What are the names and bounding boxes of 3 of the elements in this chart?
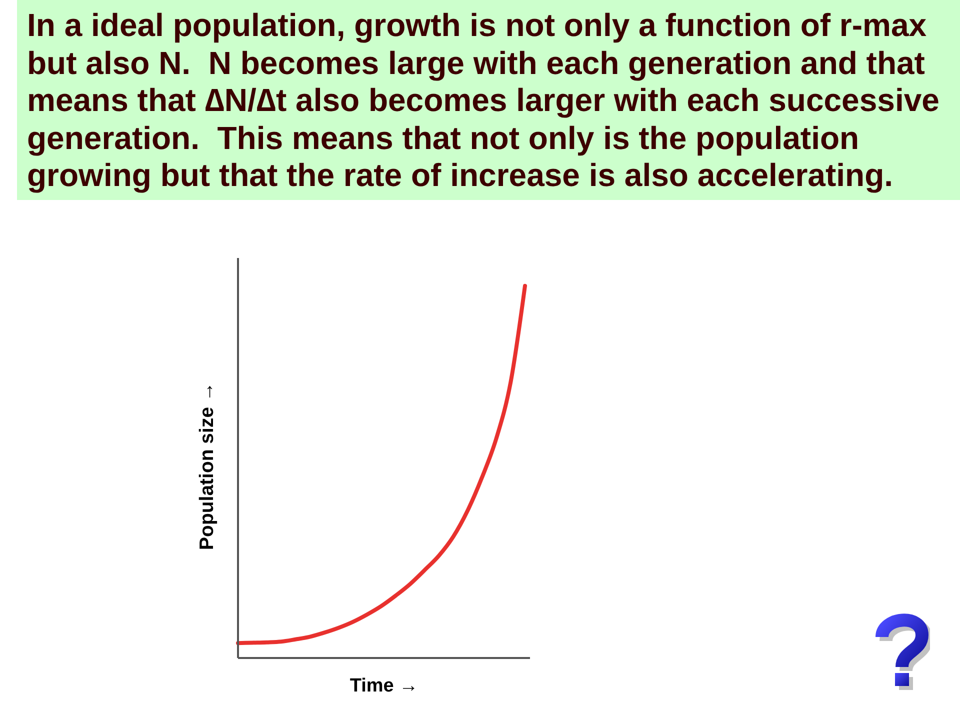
chart-title: In a ideal population, growth is not only a function of r-max but also N. N becomes large with each generation and that means that ∆N/∆t also becomes larger with each successive generation. This means that not only is the population growing but that the rate of increase is also accelerating. (17, 0, 960, 200)
x-axis-title: Time → (350, 676, 418, 696)
y-axis-title: Population size → (196, 382, 218, 550)
